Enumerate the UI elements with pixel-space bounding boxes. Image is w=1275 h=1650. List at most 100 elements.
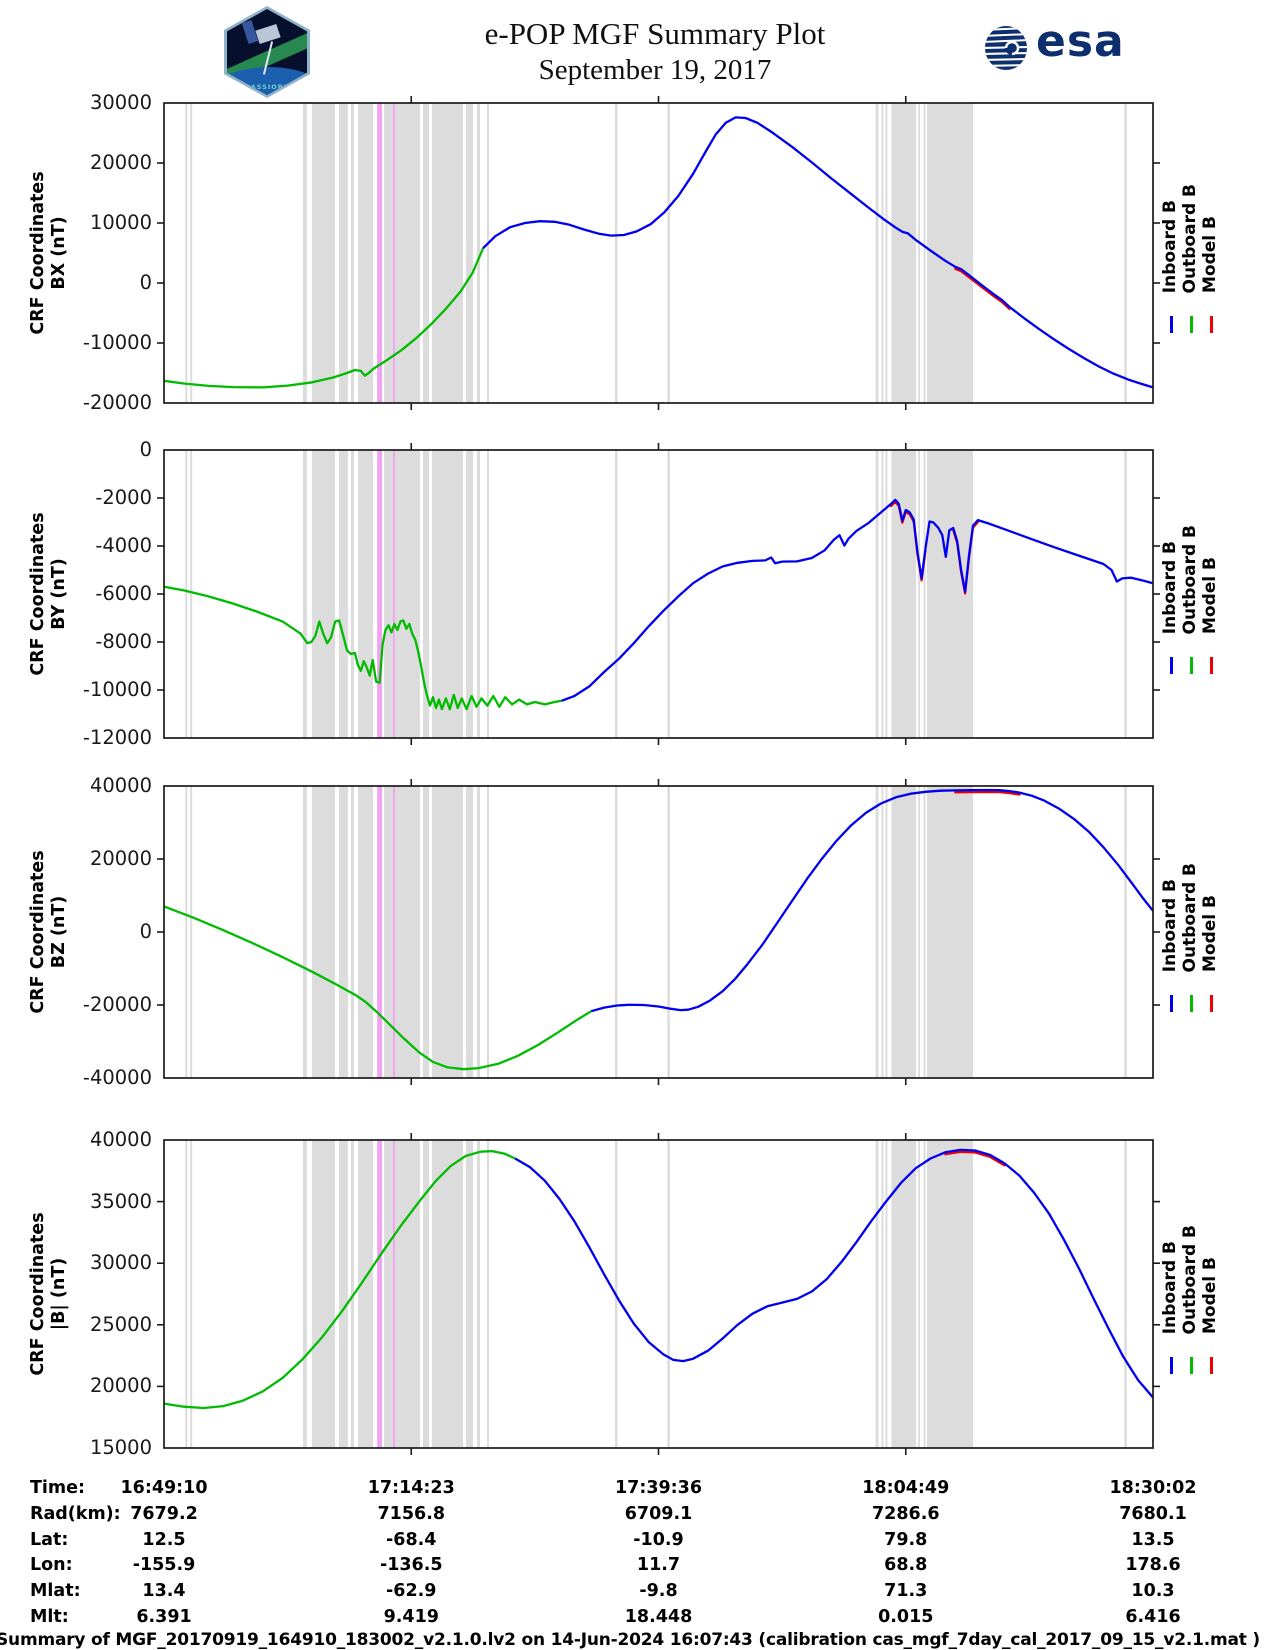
y-tick-label: -12000 [82,726,152,749]
page-subtitle: September 19, 2017 [538,54,772,86]
calibration-shading-band [1124,1140,1127,1448]
event-shading-band-magenta [392,450,395,738]
calibration-shading-band [891,786,917,1078]
curve-inboard-b [514,1148,1154,1399]
event-shading-band-magenta [392,786,395,1078]
table-cell: 6.391 [136,1607,192,1627]
event-shading-band-magenta [377,1140,383,1448]
calibration-shading-band [384,450,393,738]
table-cell: 18:30:02 [1109,1478,1197,1498]
table-cell: -62.9 [386,1581,437,1602]
calibration-shading-band [394,450,420,738]
curve-model-b [954,790,1021,796]
calibration-shading-band [394,786,420,1078]
calibration-shading-band [614,103,618,403]
y-tick-label: 20000 [89,1374,152,1398]
calibration-shading-band [885,450,888,738]
calibration-shading-band [302,1140,307,1448]
table-cell: -9.8 [639,1581,678,1602]
calibration-shading-band [923,786,926,1078]
event-shading-band-magenta [377,450,383,738]
calibration-shading-band [350,103,354,403]
y-tick-label: -20000 [82,391,152,414]
y-tick-label: 40000 [89,774,152,797]
curve-inboard-b [561,498,1154,702]
curve-model-b [944,1150,1006,1167]
y-tick-label: 0 [139,920,152,943]
calibration-shading-band [487,786,489,1078]
calibration-shading-band [350,1140,354,1448]
calibration-shading-band [311,1140,335,1448]
calibration-shading-band [311,103,335,403]
calibration-shading-band [432,103,463,403]
table-cell: 7679.2 [130,1503,198,1524]
table-cell: 10.3 [1131,1581,1175,1602]
calibration-shading-band [311,450,335,738]
table-row-label: Lat: [30,1529,69,1550]
table-cell: 7680.1 [1119,1503,1187,1524]
y-tick-label: 15000 [89,1436,152,1459]
calibration-shading-band [477,450,480,738]
legend-line-sample [1169,657,1173,674]
panel-plot-by [157,443,1160,745]
table-cell: 17:14:23 [367,1478,455,1498]
y-tick-label: 40000 [89,1128,152,1151]
calibration-shading-band [667,450,670,738]
legend-line-sample [1169,995,1173,1012]
calibration-shading-band [667,1140,670,1448]
event-shading-band-magenta [377,786,383,1078]
calibration-shading-band [918,786,921,1078]
calibration-shading-band [338,786,348,1078]
calibration-shading-band [423,1140,430,1448]
calibration-shading-band [667,103,670,403]
legend-line-sample [1189,316,1193,333]
table-cell: 68.8 [884,1555,928,1576]
panel-plot-bx [157,96,1160,410]
panel-plot-bz [157,779,1160,1085]
curve-inboard-b [590,788,1154,1013]
calibration-shading-band [875,103,879,403]
table-cell: -136.5 [379,1555,443,1576]
calibration-shading-band [302,450,307,738]
calibration-shading-band [394,1140,420,1448]
y-tick-label: 0 [139,438,152,461]
calibration-shading-band [358,1140,373,1448]
table-cell: 13.5 [1131,1529,1175,1550]
table-cell: 11.7 [636,1555,681,1576]
calibration-shading-band [338,103,348,403]
legend-line-sample [1189,995,1193,1012]
legend-line-sample [1189,1357,1193,1374]
curve-outboard-b [163,1149,516,1410]
calibration-shading-band [1124,450,1127,738]
calibration-shading-band [190,450,193,738]
calibration-shading-band [487,1140,489,1448]
calibration-shading-band [487,103,489,403]
calibration-shading-band [311,786,335,1078]
y-tick-label: 30000 [89,1251,152,1275]
panel-plot-b [157,1133,1160,1455]
table-row-label: Mlat: [30,1581,81,1602]
table-cell: 6709.1 [624,1503,693,1524]
calibration-shading-band [466,1140,473,1448]
y-tick-label: 30000 [89,91,152,114]
patch-text: CASSIOPE [244,83,290,91]
page-title: e-POP MGF Summary Plot [484,16,826,51]
calibration-shading-band [614,450,618,738]
calibration-shading-band [338,450,348,738]
calibration-shading-band [185,103,188,403]
calibration-shading-band [927,1140,974,1448]
esa-globe-icon [985,26,1027,70]
calibration-shading-band [190,103,193,403]
event-shading-band-magenta [377,103,383,403]
table-cell: 7156.8 [377,1503,446,1524]
table-cell: 9.419 [383,1607,439,1627]
y-tick-label: 10000 [89,211,152,234]
calibration-shading-band [350,450,354,738]
calibration-shading-band [302,103,307,403]
table-row-label: Mlt: [30,1607,69,1627]
calibration-shading-band [384,103,393,403]
table-cell: 16:49:10 [120,1478,208,1498]
table-cell: 6.416 [1125,1607,1181,1627]
